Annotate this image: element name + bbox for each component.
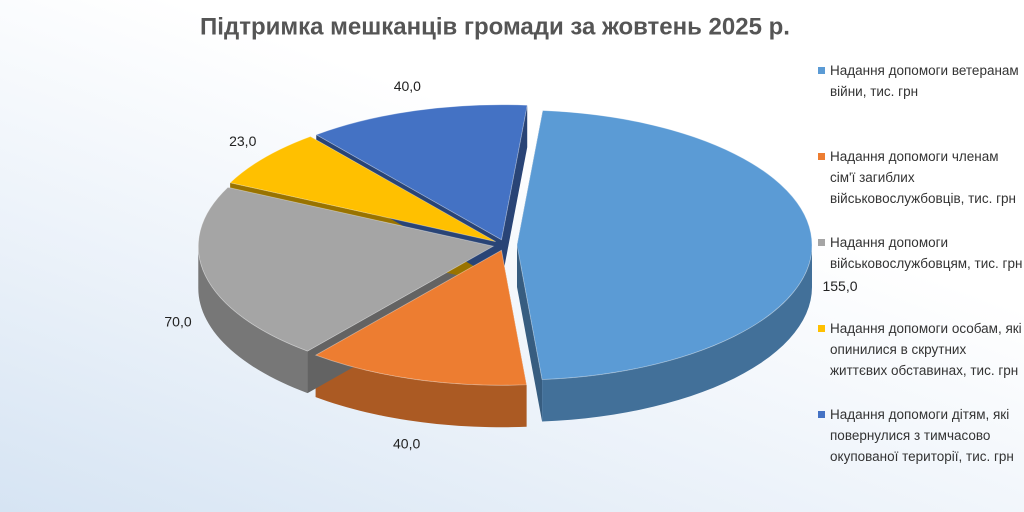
slice-wall — [198, 246, 308, 394]
pie-slice — [315, 104, 528, 241]
legend-text: Надання допомоги особам, які опинилися в… — [830, 321, 1022, 378]
legend-swatch — [818, 239, 825, 246]
legend-text: Надання допомоги військовослужбовцям, ти… — [830, 235, 1023, 271]
slice-tops — [197, 104, 813, 386]
legend-swatch — [818, 411, 825, 418]
data-label: 23,0 — [229, 133, 256, 149]
legend-text: Надання допомоги ветеранам війни, тис. г… — [830, 63, 1019, 99]
slice-edge — [517, 245, 543, 422]
legend-swatch — [818, 67, 825, 74]
slice-wall — [542, 245, 812, 422]
pie-slice — [314, 249, 528, 386]
legend-item: Надання допомоги особам, які опинилися в… — [818, 318, 1024, 381]
legend-item: Надання допомоги дітям, які повернулися … — [818, 404, 1024, 467]
slice-edge — [501, 105, 528, 282]
data-label: 40,0 — [394, 78, 421, 94]
legend-item: Надання допомоги військовослужбовцям, ти… — [818, 232, 1024, 274]
legend-swatch — [818, 325, 825, 332]
legend-item: Надання допомоги членам сім'ї загиблих в… — [818, 146, 1024, 209]
legend-item: Надання допомоги ветеранам війни, тис. г… — [818, 60, 1024, 102]
slice-wall — [315, 355, 527, 428]
legend-text: Надання допомоги дітям, які повернулися … — [830, 407, 1014, 464]
legend-text: Надання допомоги членам сім'ї загиблих в… — [830, 149, 1016, 206]
chart-title: Підтримка мешканців громади за жовтень 2… — [200, 13, 790, 40]
pie-slice — [516, 110, 813, 380]
data-label: 155,0 — [822, 278, 857, 294]
legend-swatch — [818, 153, 825, 160]
pie-slice — [229, 136, 496, 242]
data-label: 70,0 — [164, 314, 191, 330]
data-label: 40,0 — [393, 435, 420, 451]
pie-slice — [197, 186, 495, 352]
